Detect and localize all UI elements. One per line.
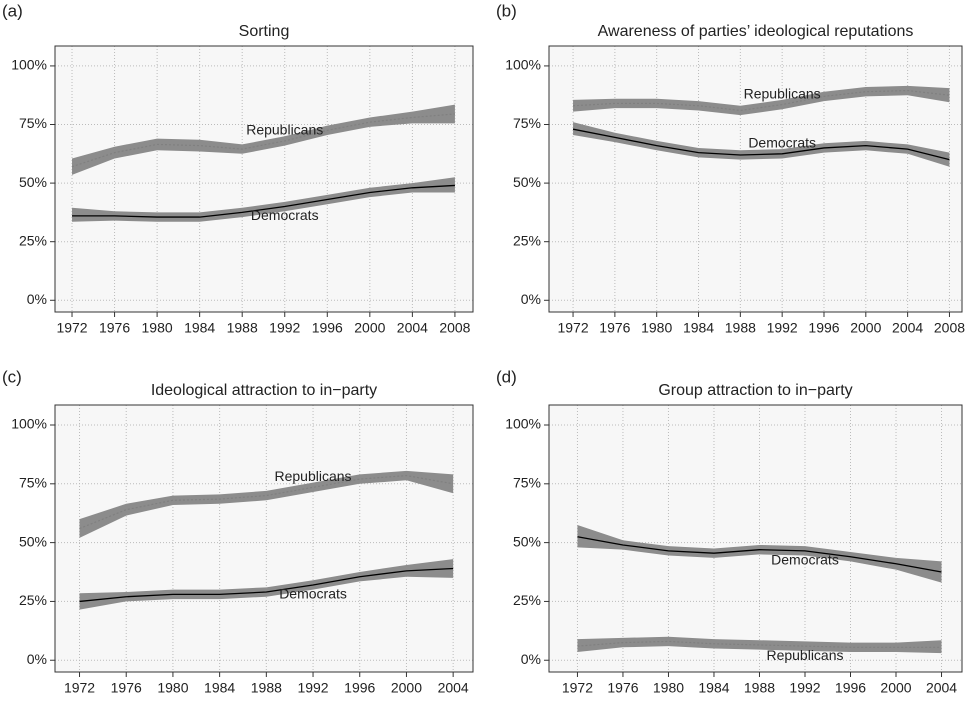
- x-tick-label: 1992: [767, 320, 798, 336]
- series-label: Democrats: [771, 552, 839, 568]
- x-tick-label: 1980: [653, 680, 684, 696]
- y-tick-label: 25%: [513, 232, 541, 248]
- y-tick-label: 0%: [27, 651, 47, 667]
- x-tick-label: 2000: [354, 320, 385, 336]
- x-tick-label: 1972: [56, 320, 87, 336]
- y-tick-label: 50%: [513, 174, 541, 190]
- series-label: Democrats: [251, 207, 319, 223]
- y-tick-label: 0%: [27, 291, 47, 307]
- x-tick-label: 2004: [926, 680, 957, 696]
- x-tick-label: 2000: [880, 680, 911, 696]
- series-line: [79, 474, 454, 530]
- x-tick-label: 1976: [111, 680, 142, 696]
- series-line: [577, 536, 942, 573]
- x-tick-label: 1992: [269, 320, 300, 336]
- y-tick-label: 75%: [19, 115, 47, 131]
- chart-title: Awareness of parties’ ideological reputa…: [598, 23, 914, 40]
- x-tick-label: 1992: [789, 680, 820, 696]
- series-label: Democrats: [748, 135, 816, 151]
- x-tick-label: 1984: [698, 680, 729, 696]
- plot-border: [54, 45, 474, 313]
- x-tick-label: 1980: [142, 320, 173, 336]
- chart-title: Group attraction to in−party: [658, 382, 852, 399]
- series-line: [572, 128, 950, 161]
- y-tick-label: 25%: [513, 592, 541, 608]
- x-tick-label: 1992: [297, 680, 328, 696]
- x-tick-label: 2004: [438, 680, 469, 696]
- confidence-band: [79, 559, 454, 610]
- x-tick-label: 1972: [557, 320, 588, 336]
- x-tick-label: 2000: [850, 320, 881, 336]
- y-tick-label: 75%: [513, 115, 541, 131]
- confidence-band: [72, 177, 455, 222]
- x-tick-label: 1988: [725, 320, 756, 336]
- x-tick-label: 1988: [744, 680, 775, 696]
- series-label: Republicans: [275, 468, 352, 484]
- y-tick-label: 0%: [521, 651, 541, 667]
- panel-label: (b): [496, 1, 517, 20]
- chart-title: Ideological attraction to in−party: [151, 382, 377, 399]
- series-label: Republicans: [246, 122, 323, 138]
- x-tick-label: 1988: [251, 680, 282, 696]
- y-tick-label: 25%: [19, 232, 47, 248]
- x-tick-label: 1984: [184, 320, 215, 336]
- x-tick-label: 1972: [562, 680, 593, 696]
- x-tick-label: 1996: [312, 320, 343, 336]
- confidence-band: [72, 104, 455, 175]
- x-tick-label: 2004: [397, 320, 428, 336]
- x-tick-label: 1976: [599, 320, 630, 336]
- x-tick-label: 1984: [204, 680, 235, 696]
- x-tick-label: 2008: [934, 320, 965, 336]
- plot-border: [548, 404, 963, 673]
- y-tick-label: 100%: [505, 416, 541, 432]
- x-tick-label: 1988: [227, 320, 258, 336]
- confidence-band: [79, 470, 454, 538]
- y-tick-label: 100%: [11, 416, 47, 432]
- series-label: Republicans: [744, 85, 821, 101]
- x-tick-label: 1976: [99, 320, 130, 336]
- x-tick-label: 1976: [607, 680, 638, 696]
- y-tick-label: 0%: [521, 291, 541, 307]
- series-line: [573, 89, 950, 112]
- series-label: Democrats: [279, 586, 347, 602]
- series-line: [72, 184, 455, 218]
- y-tick-label: 100%: [11, 57, 47, 73]
- plot-border: [54, 404, 474, 673]
- plot-border: [548, 45, 963, 313]
- x-tick-label: 1996: [344, 680, 375, 696]
- x-tick-label: 2000: [391, 680, 422, 696]
- panel-label: (a): [2, 1, 23, 20]
- y-tick-label: 50%: [19, 533, 47, 549]
- x-tick-label: 2008: [439, 320, 470, 336]
- x-tick-label: 1996: [835, 680, 866, 696]
- series-line: [79, 567, 454, 603]
- confidence-band: [577, 524, 942, 583]
- y-tick-label: 50%: [19, 174, 47, 190]
- x-tick-label: 2004: [892, 320, 923, 336]
- x-tick-label: 1984: [683, 320, 714, 336]
- x-tick-label: 1980: [157, 680, 188, 696]
- x-tick-label: 1980: [641, 320, 672, 336]
- y-tick-label: 100%: [505, 57, 541, 73]
- x-tick-label: 1996: [808, 320, 839, 336]
- plot-area: [55, 405, 473, 672]
- y-tick-label: 75%: [19, 475, 47, 491]
- series-line: [577, 640, 942, 648]
- panel-label: (c): [2, 367, 22, 386]
- panel-label: (d): [496, 367, 517, 386]
- y-tick-label: 75%: [513, 475, 541, 491]
- y-tick-label: 50%: [513, 533, 541, 549]
- y-tick-label: 25%: [19, 592, 47, 608]
- plot-area: [549, 405, 962, 672]
- series-label: Republicans: [766, 647, 843, 663]
- chart-title: Sorting: [239, 23, 290, 40]
- series-line: [71, 113, 455, 168]
- plot-area: [55, 46, 473, 312]
- x-tick-label: 1972: [64, 680, 95, 696]
- confidence-band: [577, 636, 942, 654]
